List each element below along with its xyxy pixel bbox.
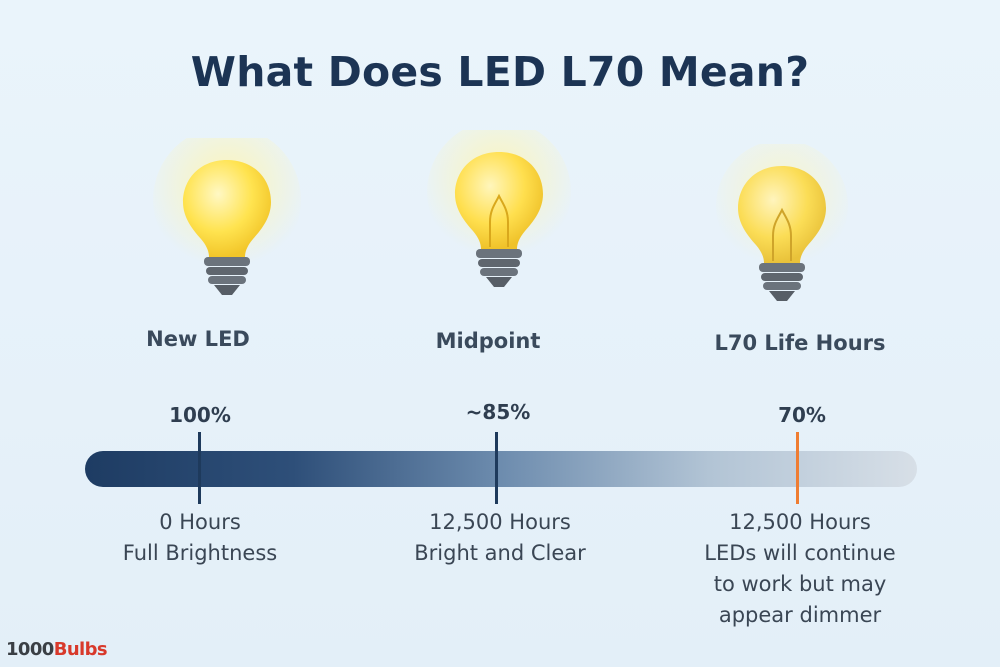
light-bulb-icon xyxy=(427,130,571,287)
marker-midpoint xyxy=(495,432,498,504)
description-line: LEDs will continue xyxy=(704,541,896,565)
stage-label-midpoint: Midpoint xyxy=(435,329,541,353)
percent-label-midpoint: ~85% xyxy=(465,400,531,424)
marker-new-led xyxy=(198,432,201,504)
light-bulb-icon xyxy=(153,138,301,295)
stage-label-new-led: New LED xyxy=(146,327,250,351)
description-line: 12,500 Hours xyxy=(429,510,571,534)
description-line: to work but may xyxy=(713,572,887,596)
bulb-new-led xyxy=(152,138,302,308)
percent-label-l70: 70% xyxy=(778,403,826,427)
bulb-l70 xyxy=(707,144,857,314)
bulb-midpoint xyxy=(424,130,574,300)
description-line: appear dimmer xyxy=(718,603,882,627)
marker-l70 xyxy=(796,432,799,504)
description-line: 12,500 Hours xyxy=(729,510,871,534)
light-bulb-icon xyxy=(716,144,848,301)
description-l70: 12,500 Hours LEDs will continue to work … xyxy=(640,507,960,631)
description-line: 0 Hours xyxy=(159,510,241,534)
description-midpoint: 12,500 Hours Bright and Clear xyxy=(340,507,660,569)
logo-prefix: 1000 xyxy=(6,639,54,660)
description-new-led: 0 Hours Full Brightness xyxy=(40,507,360,569)
description-line: Bright and Clear xyxy=(414,541,586,565)
stage-label-l70: L70 Life Hours xyxy=(714,331,886,355)
brightness-gradient-bar xyxy=(85,451,917,487)
description-line: Full Brightness xyxy=(122,541,278,565)
logo-suffix: Bulbs xyxy=(53,639,108,660)
percent-label-new-led: 100% xyxy=(169,403,231,427)
page-title: What Does LED L70 Mean? xyxy=(190,48,810,96)
brand-logo: 1000Bulbs xyxy=(6,639,108,660)
